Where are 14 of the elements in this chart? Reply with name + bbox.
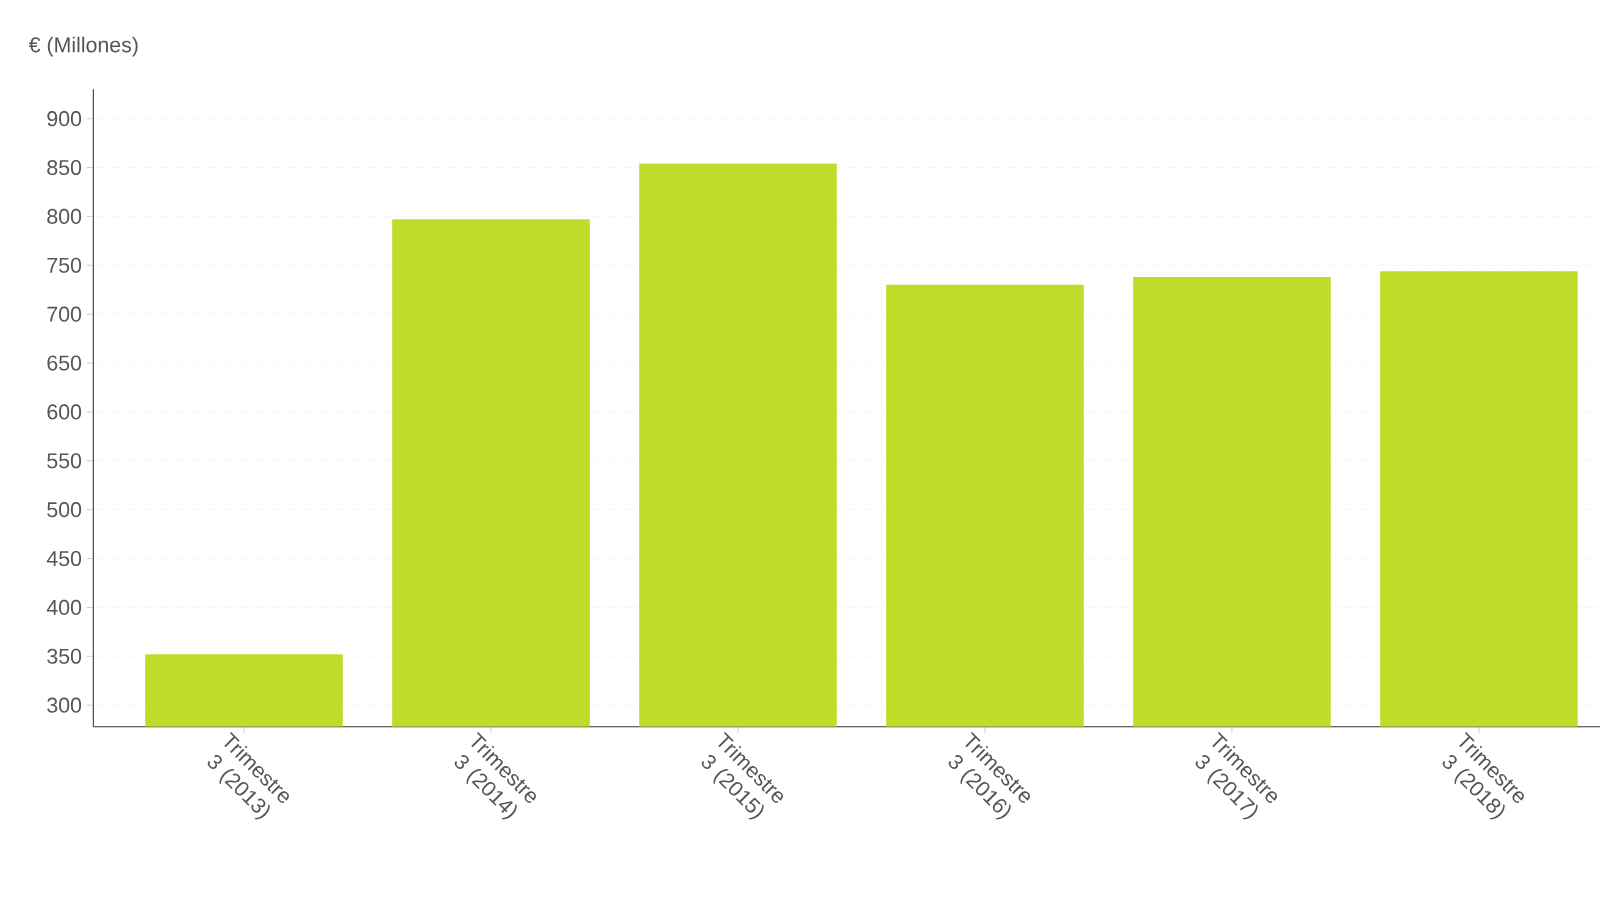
y-tick-label: 700: [47, 306, 82, 322]
y-tick-label: 850: [47, 159, 82, 176]
y-tick-label: 600: [47, 404, 82, 420]
y-axis-title: € (Millones): [28, 36, 138, 57]
y-tick-label: 900: [47, 111, 82, 127]
y-tick-label: 500: [47, 502, 82, 518]
y-tick-label: 650: [47, 355, 82, 371]
y-tick-label: 450: [46, 550, 82, 567]
y-tick-label: 400: [46, 599, 82, 615]
y-tick-label: 800: [47, 208, 82, 224]
y-tick-label: 350: [47, 648, 82, 664]
y-tick-label: 300: [47, 697, 82, 713]
y-tick-label: 550: [47, 453, 82, 469]
y-tick-label: 750: [47, 257, 82, 273]
